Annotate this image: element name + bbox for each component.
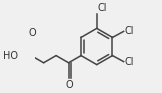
Text: O: O bbox=[66, 80, 73, 90]
Text: Cl: Cl bbox=[124, 57, 134, 67]
Text: O: O bbox=[28, 28, 36, 38]
Text: Cl: Cl bbox=[124, 26, 134, 36]
Text: HO: HO bbox=[3, 51, 18, 61]
Text: Cl: Cl bbox=[97, 3, 107, 13]
